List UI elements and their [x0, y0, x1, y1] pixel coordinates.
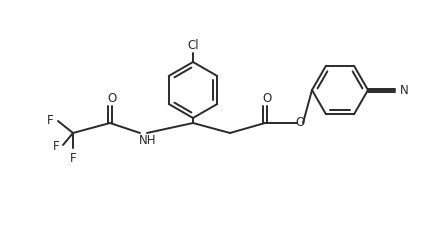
Text: F: F [52, 139, 59, 153]
Text: F: F [70, 152, 76, 165]
Text: N: N [400, 84, 409, 96]
Text: NH: NH [139, 134, 157, 147]
Text: O: O [108, 92, 117, 105]
Text: O: O [295, 116, 304, 129]
Text: F: F [47, 114, 54, 127]
Text: O: O [262, 92, 272, 105]
Text: Cl: Cl [187, 39, 199, 52]
